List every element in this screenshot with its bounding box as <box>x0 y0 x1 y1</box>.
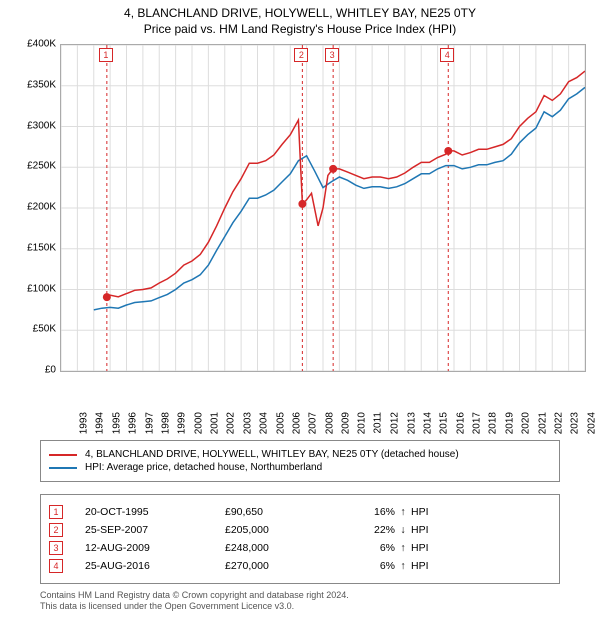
x-tick-label: 2010 <box>357 412 368 434</box>
x-tick-label: 2018 <box>488 412 499 434</box>
legend-swatch <box>49 454 77 456</box>
legend-item: HPI: Average price, detached house, Nort… <box>49 462 551 473</box>
sale-row-marker: 1 <box>49 505 63 519</box>
x-tick-label: 1993 <box>78 412 89 434</box>
x-tick-label: 2003 <box>242 412 253 434</box>
footer-line1: Contains HM Land Registry data © Crown c… <box>40 590 560 601</box>
x-tick-label: 2014 <box>422 412 433 434</box>
legend-label: HPI: Average price, detached house, Nort… <box>85 462 322 473</box>
x-tick-label: 2024 <box>586 412 597 434</box>
x-tick-label: 2007 <box>308 412 319 434</box>
x-tick-label: 2015 <box>439 412 450 434</box>
sale-price: £205,000 <box>225 524 335 536</box>
y-tick-label: £100K <box>10 283 56 294</box>
sale-row: 4 25-AUG-2016£270,0006%↑HPI <box>49 559 551 573</box>
x-tick-label: 2006 <box>291 412 302 434</box>
sale-row: 2 25-SEP-2007£205,00022%↓HPI <box>49 523 551 537</box>
x-tick-label: 2000 <box>193 412 204 434</box>
sale-diff: 16% <box>335 506 395 518</box>
sale-row: 1 20-OCT-1995£90,65016%↑HPI <box>49 505 551 519</box>
footer-attribution: Contains HM Land Registry data © Crown c… <box>40 590 560 613</box>
legend-item: 4, BLANCHLAND DRIVE, HOLYWELL, WHITLEY B… <box>49 449 551 460</box>
sale-row-marker: 4 <box>49 559 63 573</box>
x-tick-label: 2017 <box>471 412 482 434</box>
x-tick-label: 2023 <box>570 412 581 434</box>
y-tick-label: £200K <box>10 202 56 213</box>
sale-marker: 1 <box>99 48 113 62</box>
sale-marker: 3 <box>325 48 339 62</box>
x-tick-label: 2012 <box>389 412 400 434</box>
sale-price: £270,000 <box>225 560 335 572</box>
x-tick-label: 2009 <box>340 412 351 434</box>
x-tick-label: 2002 <box>226 412 237 434</box>
sale-date: 25-AUG-2016 <box>85 560 225 572</box>
x-tick-label: 2019 <box>504 412 515 434</box>
x-tick-label: 2004 <box>258 412 269 434</box>
sale-date: 20-OCT-1995 <box>85 506 225 518</box>
x-tick-label: 2020 <box>520 412 531 434</box>
x-tick-label: 2022 <box>553 412 564 434</box>
sale-row: 3 12-AUG-2009£248,0006%↑HPI <box>49 541 551 555</box>
y-tick-label: £400K <box>10 39 56 50</box>
sale-marker: 2 <box>294 48 308 62</box>
sale-diff-label: HPI <box>411 560 451 572</box>
x-tick-label: 2008 <box>324 412 335 434</box>
title-line1: 4, BLANCHLAND DRIVE, HOLYWELL, WHITLEY B… <box>0 6 600 20</box>
x-tick-label: 1998 <box>160 412 171 434</box>
y-tick-label: £50K <box>10 324 56 335</box>
y-tick-label: £0 <box>10 365 56 376</box>
title-line2: Price paid vs. HM Land Registry's House … <box>0 22 600 36</box>
y-tick-label: £300K <box>10 120 56 131</box>
sales-table: 120-OCT-1995£90,65016%↑HPI225-SEP-2007£2… <box>40 494 560 584</box>
sale-arrow-icon: ↑ <box>395 506 411 518</box>
sale-marker: 4 <box>440 48 454 62</box>
y-tick-label: £350K <box>10 79 56 90</box>
plot-area <box>60 44 586 372</box>
x-tick-label: 2011 <box>372 412 383 434</box>
sale-diff-label: HPI <box>411 542 451 554</box>
x-tick-label: 1997 <box>144 412 155 434</box>
footer-line2: This data is licensed under the Open Gov… <box>40 601 560 612</box>
sale-diff: 6% <box>335 560 395 572</box>
y-tick-label: £150K <box>10 242 56 253</box>
sale-date: 25-SEP-2007 <box>85 524 225 536</box>
x-tick-label: 2001 <box>209 412 220 434</box>
legend-box: 4, BLANCHLAND DRIVE, HOLYWELL, WHITLEY B… <box>40 440 560 482</box>
sale-arrow-icon: ↑ <box>395 560 411 572</box>
x-tick-label: 1999 <box>177 412 188 434</box>
legend-label: 4, BLANCHLAND DRIVE, HOLYWELL, WHITLEY B… <box>85 449 459 460</box>
plot-svg <box>61 45 585 371</box>
sale-price: £90,650 <box>225 506 335 518</box>
x-tick-label: 1996 <box>127 412 138 434</box>
sale-diff: 6% <box>335 542 395 554</box>
sale-diff-label: HPI <box>411 524 451 536</box>
sale-row-marker: 2 <box>49 523 63 537</box>
y-tick-label: £250K <box>10 161 56 172</box>
sale-date: 12-AUG-2009 <box>85 542 225 554</box>
sale-arrow-icon: ↑ <box>395 542 411 554</box>
x-tick-label: 2016 <box>455 412 466 434</box>
x-tick-label: 1995 <box>111 412 122 434</box>
x-tick-label: 1994 <box>95 412 106 434</box>
chart-area: £0£50K£100K£150K£200K£250K£300K£350K£400… <box>14 44 586 406</box>
sale-row-marker: 3 <box>49 541 63 555</box>
chart-title-block: 4, BLANCHLAND DRIVE, HOLYWELL, WHITLEY B… <box>0 0 600 36</box>
x-tick-label: 2013 <box>406 412 417 434</box>
sale-arrow-icon: ↓ <box>395 524 411 536</box>
sale-price: £248,000 <box>225 542 335 554</box>
x-tick-label: 2021 <box>537 412 548 434</box>
sale-diff-label: HPI <box>411 506 451 518</box>
legend-swatch <box>49 467 77 469</box>
sale-diff: 22% <box>335 524 395 536</box>
x-tick-label: 2005 <box>275 412 286 434</box>
